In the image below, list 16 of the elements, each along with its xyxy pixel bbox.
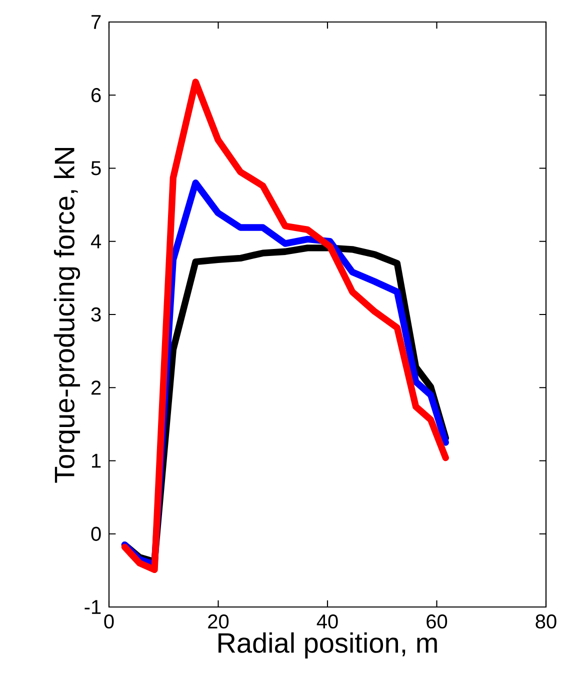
x-tick-label: 60 <box>426 614 448 629</box>
y-tick-label: 3 <box>91 307 101 322</box>
y-tick-label: 7 <box>92 15 101 29</box>
y-tick-label: 5 <box>91 161 101 176</box>
y-tick-label: 6 <box>92 88 101 102</box>
y-tick-label: -1 <box>84 600 101 614</box>
y-tick-label: 2 <box>92 380 101 395</box>
y-axis-title: Torque-producing force, kN <box>54 148 80 483</box>
y-tick-label: 1 <box>92 454 101 468</box>
x-tick-label: 40 <box>316 614 338 629</box>
x-tick-label: 80 <box>536 614 556 629</box>
x-tick-label: 20 <box>208 614 229 629</box>
x-tick-label: 0 <box>104 614 114 629</box>
y-tick-label: 0 <box>91 526 101 541</box>
y-tick-label: 4 <box>90 234 102 248</box>
x-axis-title: Radial position, m <box>218 632 437 658</box>
